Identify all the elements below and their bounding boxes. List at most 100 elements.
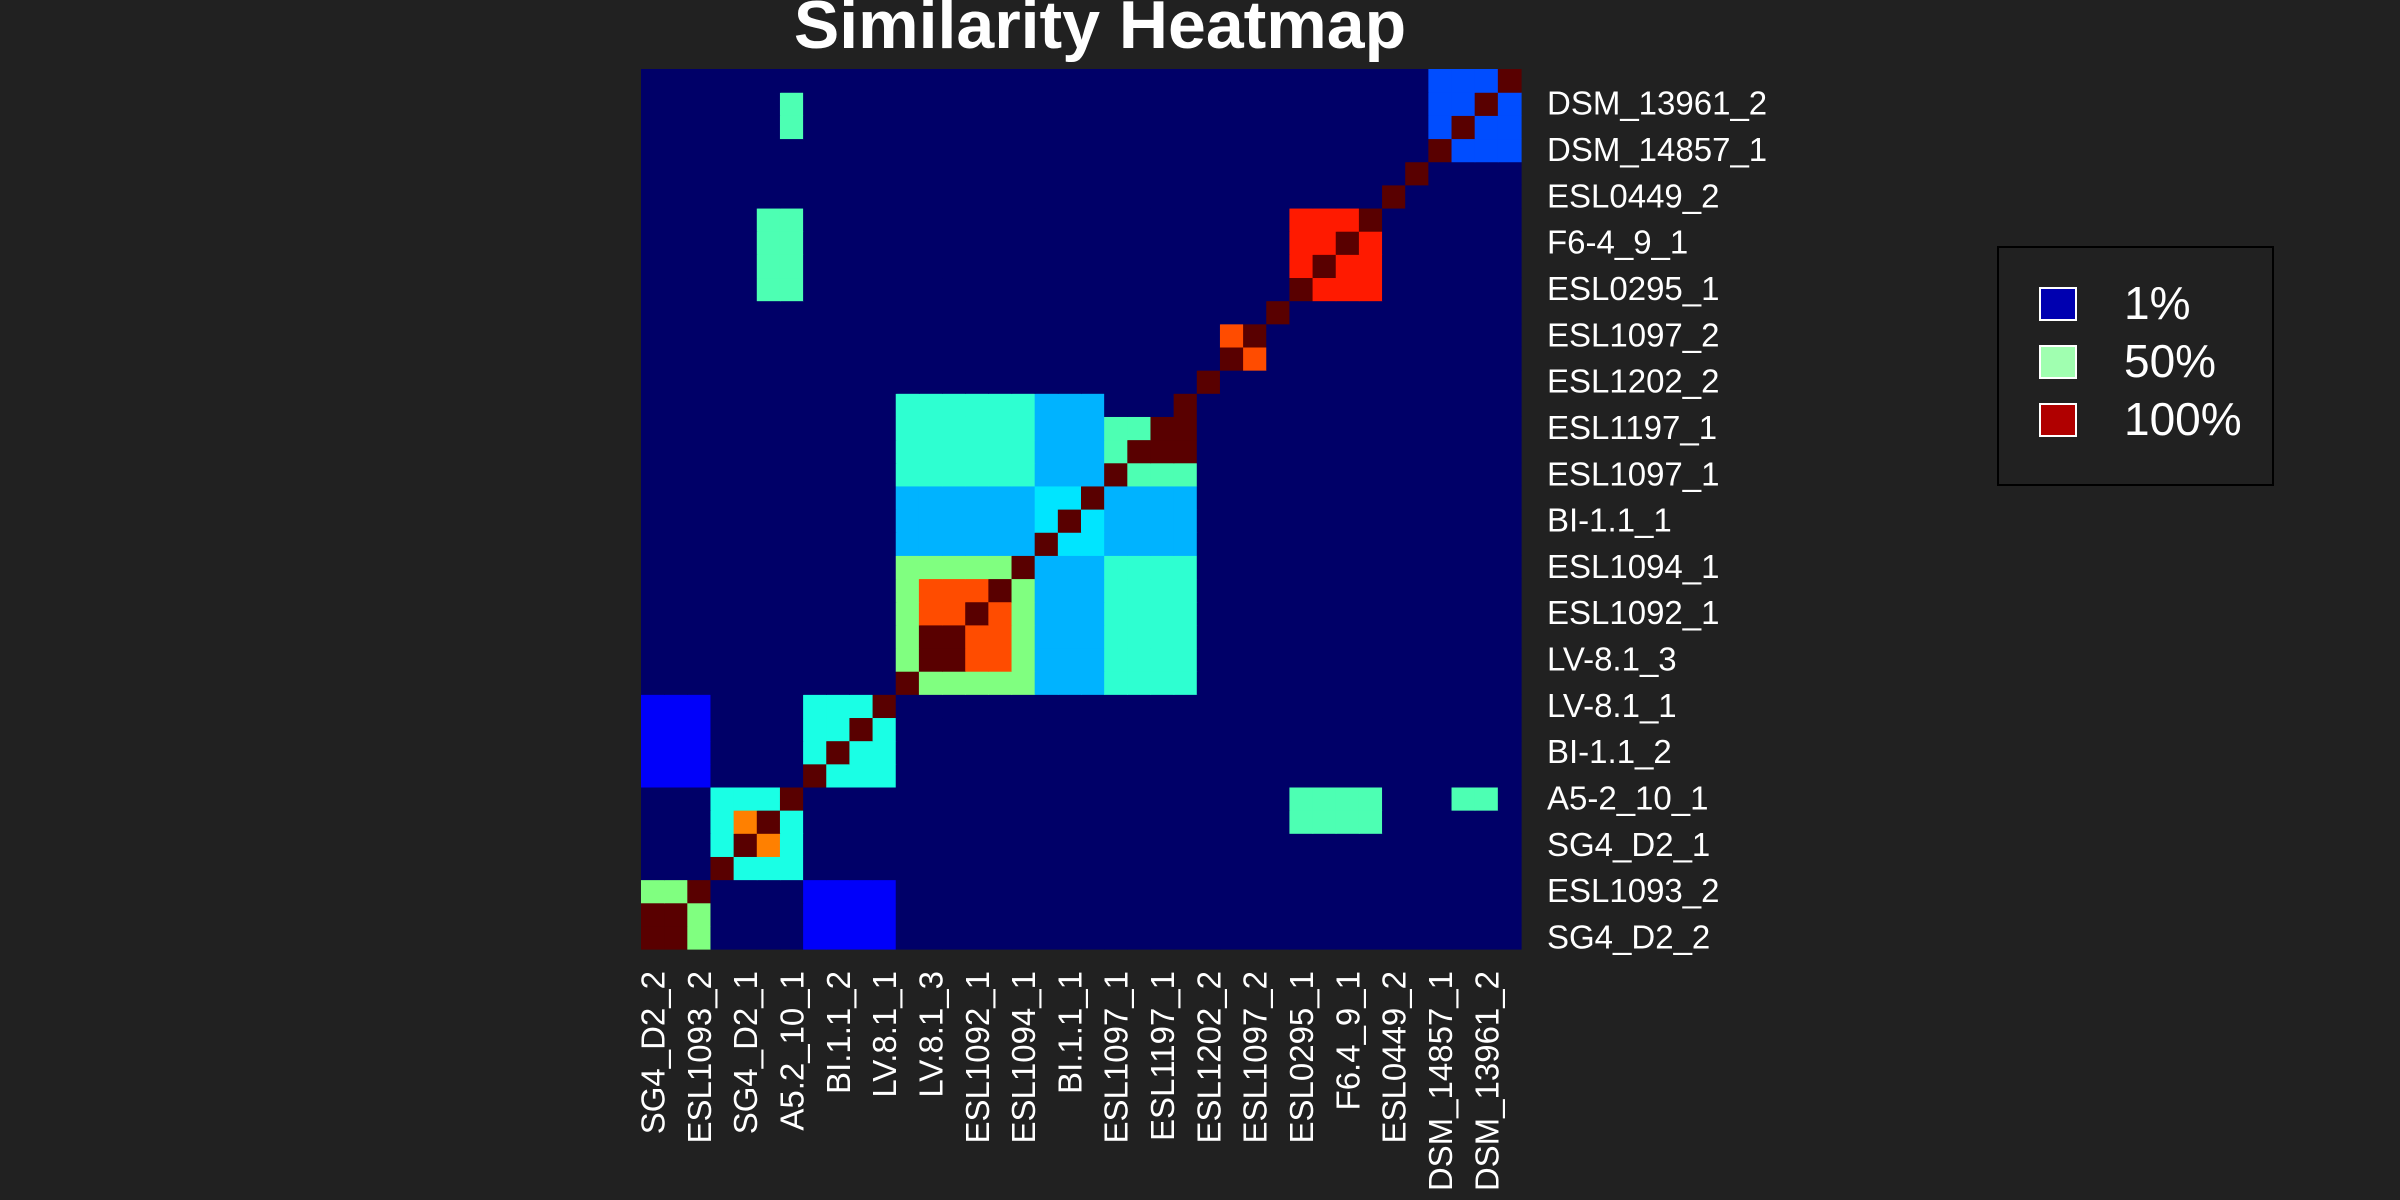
heatmap-cell (756, 138, 781, 163)
heatmap-cell (1057, 323, 1082, 348)
heatmap-cell (1497, 393, 1522, 417)
column-label: A5.2_10_1 (774, 971, 811, 1131)
heatmap-cell (965, 694, 989, 719)
heatmap-cell (1474, 509, 1499, 533)
heatmap-cell (1150, 694, 1175, 719)
column-label: BI.1.1_1 (1051, 971, 1088, 1094)
heatmap-cell (895, 856, 920, 881)
heatmap-cell (687, 694, 712, 719)
heatmap-cell (872, 925, 897, 950)
heatmap-cell (687, 161, 712, 186)
heatmap-cell (1034, 370, 1059, 394)
heatmap-cell (918, 671, 943, 695)
heatmap-cell (1266, 92, 1291, 116)
heatmap-cell (1173, 902, 1198, 927)
heatmap-cell (641, 184, 665, 209)
heatmap-cell (872, 393, 897, 417)
heatmap-cell (1127, 647, 1152, 672)
heatmap-cell (1289, 601, 1314, 626)
heatmap-cell (1405, 115, 1429, 140)
heatmap-cell (641, 879, 665, 904)
heatmap-cell (1497, 694, 1522, 719)
heatmap-cell (1474, 184, 1499, 209)
heatmap-cell (1219, 717, 1244, 742)
heatmap-cell (895, 671, 920, 695)
heatmap-cell (1034, 323, 1059, 348)
heatmap-cell (1474, 902, 1499, 927)
row-label: A5-2_10_1 (1547, 780, 1708, 817)
heatmap-cell (1312, 509, 1337, 533)
heatmap-cell (1150, 323, 1175, 348)
heatmap-cell (1335, 370, 1360, 394)
heatmap-cell (1266, 578, 1291, 603)
heatmap-cell (803, 856, 827, 881)
heatmap-cell (1266, 138, 1291, 163)
heatmap-cell (1127, 555, 1152, 580)
heatmap-cell (1312, 833, 1337, 857)
heatmap-cell (1196, 115, 1221, 140)
heatmap-cell (826, 346, 851, 371)
legend-label: 1% (2124, 277, 2190, 329)
heatmap-cell (1382, 393, 1406, 417)
heatmap-cell (872, 555, 897, 580)
heatmap-cell (1405, 323, 1429, 348)
heatmap-cell (1173, 786, 1198, 811)
heatmap-cell (1382, 115, 1406, 140)
heatmap-cell (1081, 647, 1105, 672)
heatmap-cell (710, 856, 735, 881)
heatmap-cell (1081, 115, 1105, 140)
heatmap-cell (1127, 509, 1152, 533)
heatmap-cell (1335, 786, 1360, 811)
heatmap-cell (1011, 439, 1036, 464)
heatmap-cell (1382, 92, 1406, 116)
heatmap-cell (826, 740, 851, 765)
heatmap-cell (1057, 810, 1082, 834)
heatmap-cell (1173, 601, 1198, 626)
heatmap-cell (641, 69, 665, 93)
heatmap-cell (1428, 323, 1453, 348)
heatmap-cell (872, 207, 897, 232)
heatmap-cell (1081, 416, 1105, 441)
heatmap-cell (1451, 786, 1476, 811)
heatmap-cell (1219, 740, 1244, 765)
heatmap-cell (918, 717, 943, 742)
heatmap-cell (965, 532, 989, 556)
heatmap-cell (641, 254, 665, 279)
heatmap-cell (1011, 740, 1036, 765)
heatmap-cell (1219, 578, 1244, 603)
heatmap-cell (1474, 555, 1499, 580)
heatmap-cell (1150, 925, 1175, 950)
heatmap-cell (1451, 69, 1476, 93)
heatmap-cell (1196, 161, 1221, 186)
heatmap-cell (733, 184, 758, 209)
heatmap-cell (1451, 115, 1476, 140)
heatmap-cell (1335, 532, 1360, 556)
column-labels: SG4_D2_2 ESL1093_2 SG4_D2_1 A5.2_10_1 BI.1.1… (635, 971, 1506, 1191)
heatmap-cell (1335, 69, 1360, 93)
heatmap-cell (826, 69, 851, 93)
heatmap-cell (1358, 509, 1383, 533)
heatmap-cell (895, 184, 920, 209)
heatmap-cell (918, 231, 943, 255)
heatmap-cell (733, 416, 758, 441)
heatmap-cell (756, 786, 781, 811)
heatmap-cell (1289, 578, 1314, 603)
heatmap-cell (1451, 323, 1476, 348)
heatmap-cell (826, 786, 851, 811)
heatmap-cell (1335, 346, 1360, 371)
heatmap-cell (1104, 393, 1128, 417)
heatmap-cell (1104, 509, 1128, 533)
heatmap-cell (988, 601, 1013, 626)
heatmap-cell (687, 300, 712, 325)
heatmap-cell (1057, 115, 1082, 140)
heatmap-cell (710, 740, 735, 765)
legend-swatch (2039, 287, 2077, 321)
heatmap-cell (1034, 902, 1059, 927)
heatmap-cell (1127, 462, 1152, 487)
heatmap-cell (1335, 161, 1360, 186)
heatmap-cell (1034, 856, 1059, 881)
heatmap-cell (1289, 509, 1314, 533)
heatmap-cell (1150, 833, 1175, 857)
heatmap-cell (872, 462, 897, 487)
heatmap-cell (1104, 578, 1128, 603)
